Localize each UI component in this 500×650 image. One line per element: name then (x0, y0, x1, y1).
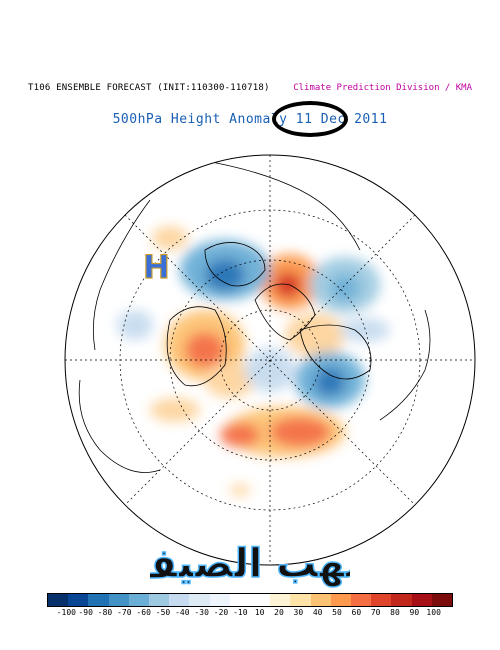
high-pressure-label: H (143, 248, 170, 286)
colorbar-cell (431, 594, 453, 606)
colorbar-tick-label: 80 (390, 608, 400, 617)
colorbar-cell (209, 594, 230, 606)
colorbar-tick-label: -90 (78, 608, 93, 617)
header-right-title: Climate Prediction Division / KMA (293, 83, 472, 93)
colorbar-cell (88, 594, 109, 606)
colorbar-tick-label: -80 (97, 608, 113, 617)
colorbar-cell (128, 594, 150, 606)
colorbar-tick-label: -100 (56, 608, 76, 617)
colorbar-tick-label: 60 (351, 608, 362, 617)
colorbar-cell (371, 594, 392, 606)
header-left-title: T106 ENSEMBLE FORECAST (INIT:110300-1107… (28, 83, 270, 93)
colorbar-tick-label: 20 (274, 608, 284, 617)
colorbar-cell (310, 594, 331, 606)
colorbar-cell (68, 594, 89, 606)
colorbar-tick-label: 40 (312, 608, 323, 617)
colorbar-cell (290, 594, 311, 606)
colorbar-tick-label: -10 (233, 608, 248, 617)
coastline-asia (299, 324, 372, 380)
colorbar-tick-label: -30 (194, 608, 209, 617)
colorbar-cell (411, 594, 432, 606)
colorbar-tick-label: 100 (426, 608, 441, 617)
colorbar (47, 593, 453, 607)
svg-text:مهب الصيف: مهب الصيف (150, 541, 350, 587)
colorbar-cell (351, 594, 372, 606)
colorbar-cell (250, 594, 271, 606)
anomaly-pos-asia (285, 313, 345, 357)
colorbar-cell (391, 594, 412, 606)
colorbar-tick-label: -40 (175, 608, 190, 617)
colorbar-tick-label: 10 (254, 608, 265, 617)
colorbar-tick-label: -60 (136, 608, 151, 617)
colorbar-tick-label: 30 (293, 608, 304, 617)
colorbar-cell (48, 594, 69, 606)
colorbar-cell (108, 594, 129, 606)
colorbar-tick-label: 70 (370, 608, 381, 617)
colorbar-cell (169, 594, 190, 606)
watermark-logo: مهب الصيف (150, 540, 350, 588)
colorbar-tick-label: -70 (117, 608, 132, 617)
colorbar-cell (149, 594, 170, 606)
colorbar-tick-label: -50 (155, 608, 171, 617)
colorbar-cell (189, 594, 210, 606)
coastline-greenland (204, 242, 266, 287)
highlight-circle (272, 101, 348, 137)
colorbar-tick-label: 90 (409, 608, 420, 617)
coastline-northamerica (166, 306, 227, 387)
colorbar-labels: -100 -90 -80 -70 -60 -50 -40 -30 -20 -10 10 20 30 40 5… (47, 608, 453, 620)
colorbar-cell (330, 594, 352, 606)
colorbar-cell (270, 594, 291, 606)
colorbar-cell (229, 594, 251, 606)
colorbar-tick-label: 50 (332, 608, 342, 617)
colorbar-tick-label: -20 (213, 608, 229, 617)
